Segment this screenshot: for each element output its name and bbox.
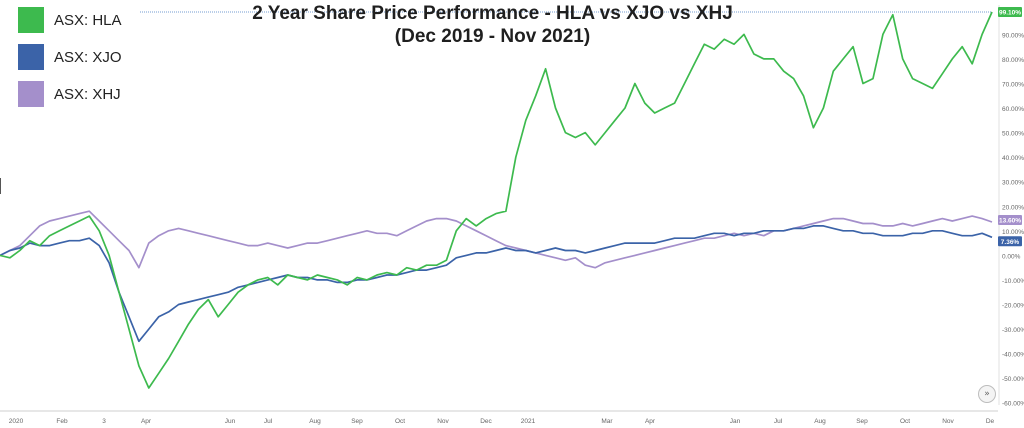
x-axis: 2020 Feb 3 Apr Jun Jul Aug Sep Oct Nov Dec 2021 Mar A… [0,410,998,425]
end-label-text: 13.60% [999,217,1021,224]
series-line-asxhla [0,11,993,389]
x-tick-label: Feb [56,418,68,425]
y-tick-label: 80.00% [1002,57,1024,64]
series-line-asxxjo [0,225,993,343]
x-tick-label: Nov [437,418,449,425]
x-tick-label: Sep [351,418,363,425]
x-tick-label: De [986,418,995,425]
scroll-right-icon[interactable]: » [978,385,996,403]
x-tick-label: Mar [601,418,613,425]
end-label-text: 7.36% [1001,239,1020,246]
y-tick-label: 60.00% [1002,106,1024,113]
x-tick-label: Aug [814,418,826,425]
x-tick-label: 3 [102,418,106,425]
legend: ASX: HLA ASX: XJO ASX: XHJ [18,4,122,115]
y-tick-label: 20.00% [1002,204,1024,211]
y-tick-label: -10.00% [1002,278,1024,285]
legend-item-xjo[interactable]: ASX: XJO [18,41,122,73]
y-tick-label: 50.00% [1002,131,1024,138]
legend-swatch-xjo [18,44,44,70]
y-tick-label: 10.00% [1002,229,1024,236]
x-tick-label: Oct [900,418,910,425]
legend-swatch-xhj [18,81,44,107]
y-tick-label: 70.00% [1002,81,1024,88]
y-tick-label: -30.00% [1002,327,1024,334]
end-label-box [998,214,1022,225]
x-tick-label: Nov [942,418,954,425]
x-tick-label: Apr [141,418,152,425]
x-tick-label: Jun [225,418,236,425]
y-tick-label: 40.00% [1002,155,1024,162]
legend-label-xjo: ASX: XJO [54,48,122,66]
chart-title: 2 Year Share Price Performance - HLA vs … [252,3,733,24]
x-tick-label: 2021 [521,418,536,425]
x-tick-label: Dec [480,418,492,425]
end-label-text: 99.10% [999,10,1021,17]
x-tick-label: Oct [395,418,405,425]
series-lines [0,11,993,389]
x-tick-label: Aug [309,418,321,425]
legend-item-xhj[interactable]: ASX: XHJ [18,78,122,110]
y-tick-label: 30.00% [1002,180,1024,187]
end-label: 99.10% [998,7,1022,18]
legend-label-hla: ASX: HLA [54,11,122,29]
y-tick-label: -40.00% [1002,352,1024,359]
x-tick-label: Jul [774,418,783,425]
y-tick-label: -50.00% [1002,376,1024,383]
x-tick-label: Sep [856,418,868,425]
y-tick-label: 0.00% [1002,253,1021,260]
x-tick-label: Jan [730,418,741,425]
x-tick-label: Jul [264,418,273,425]
legend-item-hla[interactable]: ASX: HLA [18,4,122,36]
y-axis: 90.00% 80.00% 70.00% 60.00% 50.00% 40.00% 30.0… [998,5,1024,408]
y-tick-label: -60.00% [1002,401,1024,408]
legend-swatch-hla [18,7,44,33]
legend-label-xhj: ASX: XHJ [54,85,121,103]
end-label: 7.36% [998,236,1022,247]
end-labels: 99.10% 7.36% 13.60% [998,7,1022,247]
end-label: 13.60% [998,214,1022,225]
end-label-box [998,236,1022,247]
left-axis-marker [0,178,1,194]
y-tick-label: 90.00% [1002,32,1024,39]
end-label-box [998,7,1022,18]
y-tick-label: -20.00% [1002,302,1024,309]
series-line-asxxhj [0,210,993,269]
chart-subtitle: (Dec 2019 - Nov 2021) [394,26,591,47]
x-tick-label: 2020 [9,418,24,425]
x-tick-label: Apr [645,418,656,425]
